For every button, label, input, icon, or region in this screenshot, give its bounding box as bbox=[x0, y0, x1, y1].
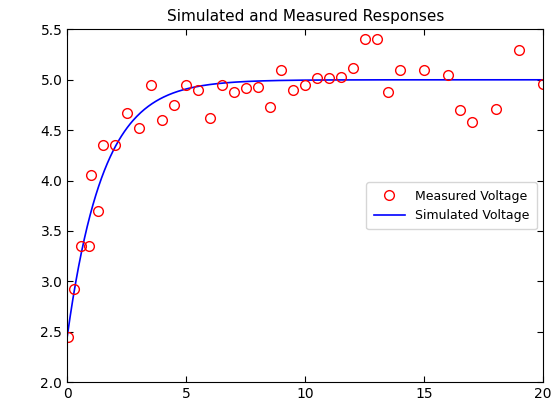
Measured Voltage bbox=[385, 89, 392, 94]
Measured Voltage bbox=[87, 172, 94, 177]
Measured Voltage bbox=[207, 116, 213, 121]
Measured Voltage bbox=[349, 65, 356, 70]
Measured Voltage bbox=[290, 87, 297, 92]
Measured Voltage bbox=[100, 143, 106, 148]
Measured Voltage bbox=[266, 105, 273, 110]
Simulated Voltage bbox=[64, 334, 71, 339]
Measured Voltage bbox=[95, 208, 101, 213]
Measured Voltage bbox=[242, 85, 249, 90]
Measured Voltage bbox=[445, 72, 451, 77]
Simulated Voltage bbox=[540, 77, 547, 82]
Legend: Measured Voltage, Simulated Voltage: Measured Voltage, Simulated Voltage bbox=[366, 182, 537, 229]
Title: Simulated and Measured Responses: Simulated and Measured Responses bbox=[166, 9, 444, 24]
Simulated Voltage bbox=[347, 77, 354, 82]
Simulated Voltage bbox=[293, 78, 300, 83]
Measured Voltage bbox=[230, 89, 237, 94]
Measured Voltage bbox=[71, 287, 78, 292]
Measured Voltage bbox=[65, 334, 72, 339]
Measured Voltage bbox=[516, 47, 522, 52]
Measured Voltage bbox=[254, 84, 261, 89]
Measured Voltage bbox=[147, 82, 154, 87]
Measured Voltage bbox=[338, 74, 344, 79]
Simulated Voltage bbox=[290, 78, 297, 83]
Measured Voltage bbox=[85, 244, 92, 249]
Measured Voltage bbox=[171, 102, 178, 108]
Measured Voltage bbox=[218, 82, 225, 87]
Measured Voltage bbox=[314, 75, 320, 80]
Line: Measured Voltage: Measured Voltage bbox=[63, 34, 548, 342]
Measured Voltage bbox=[468, 120, 475, 125]
Measured Voltage bbox=[492, 107, 499, 112]
Measured Voltage bbox=[183, 82, 189, 87]
Measured Voltage bbox=[302, 82, 309, 87]
Measured Voltage bbox=[159, 118, 166, 123]
Measured Voltage bbox=[278, 67, 284, 72]
Measured Voltage bbox=[361, 37, 368, 42]
Line: Simulated Voltage: Simulated Voltage bbox=[67, 80, 543, 337]
Measured Voltage bbox=[135, 126, 142, 131]
Simulated Voltage bbox=[454, 77, 461, 82]
Measured Voltage bbox=[195, 87, 202, 92]
Simulated Voltage bbox=[321, 77, 328, 82]
Measured Voltage bbox=[78, 244, 85, 249]
Measured Voltage bbox=[421, 67, 427, 72]
Measured Voltage bbox=[456, 108, 463, 113]
Measured Voltage bbox=[111, 143, 118, 148]
Measured Voltage bbox=[123, 110, 130, 116]
Measured Voltage bbox=[397, 67, 404, 72]
Measured Voltage bbox=[373, 37, 380, 42]
Simulated Voltage bbox=[529, 77, 535, 82]
Measured Voltage bbox=[325, 75, 332, 80]
Measured Voltage bbox=[540, 81, 547, 87]
